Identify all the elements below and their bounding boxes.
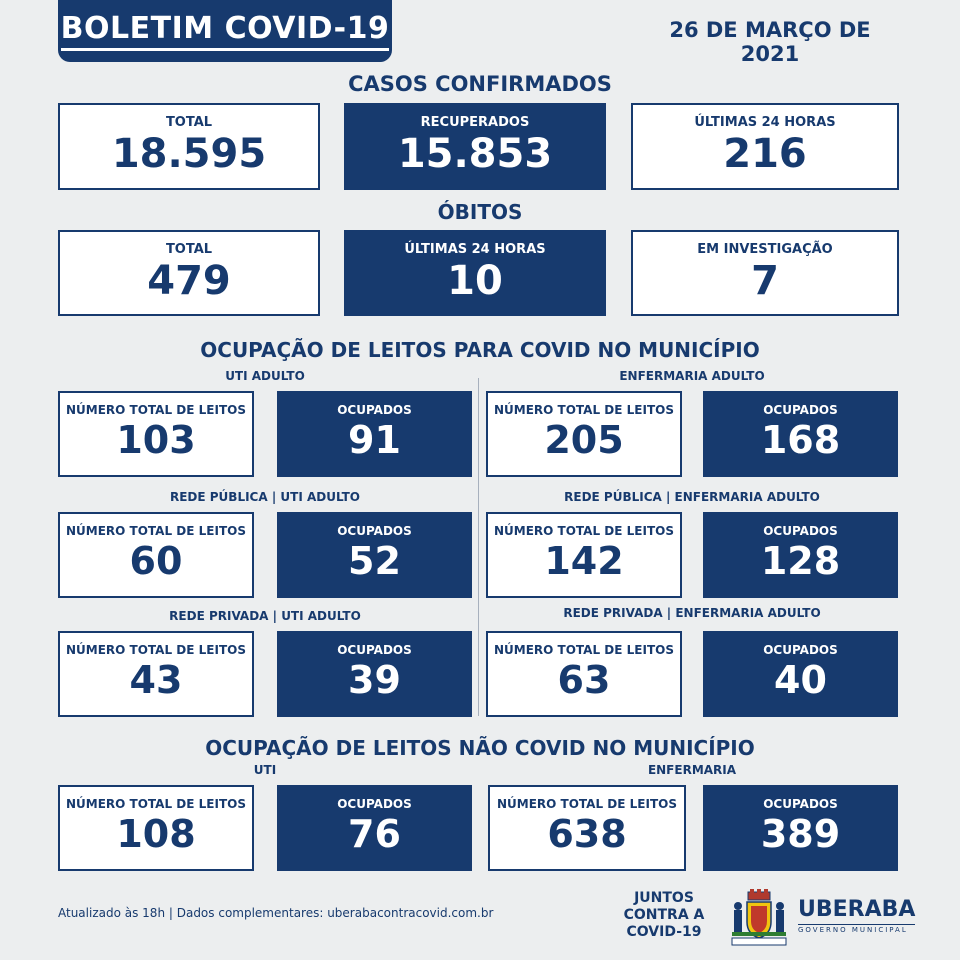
nao-covid-enfermaria-ocupados-card: OCUPADOS 389: [703, 785, 898, 871]
publica-uti-label: REDE PÚBLICA | UTI ADULTO: [169, 490, 360, 504]
juntos-line-3: COVID-19: [626, 924, 702, 940]
nao-covid-section-title: OCUPAÇÃO DE LEITOS NÃO COVID NO MUNICÍPI…: [205, 736, 755, 760]
casos-recuperados-value: 15.853: [397, 131, 553, 177]
casos-total-value: 18.595: [111, 131, 267, 177]
uti-adulto-total-card: NÚMERO TOTAL DE LEITOS 103: [58, 391, 254, 477]
casos-section-title: CASOS CONFIRMADOS: [348, 72, 612, 96]
uti-adulto-ocupados-card: OCUPADOS 91: [277, 391, 472, 477]
enfermaria-adulto-total-card: NÚMERO TOTAL DE LEITOS 205: [486, 391, 682, 477]
enfermaria-adulto-ocupados-label: OCUPADOS: [763, 403, 838, 417]
privada-enfermaria-total-label: NÚMERO TOTAL DE LEITOS: [494, 643, 674, 657]
publica-enfermaria-total-card: NÚMERO TOTAL DE LEITOS 142: [486, 512, 682, 598]
enfermaria-adulto-label: ENFERMARIA ADULTO: [619, 369, 765, 383]
nao-covid-uti-ocupados-card: OCUPADOS 76: [277, 785, 472, 871]
privada-uti-ocupados-label: OCUPADOS: [337, 643, 412, 657]
publica-enfermaria-ocupados-card: OCUPADOS 128: [703, 512, 898, 598]
nao-covid-enfermaria-total-card: NÚMERO TOTAL DE LEITOS 638: [488, 785, 686, 871]
privada-uti-label: REDE PRIVADA | UTI ADULTO: [169, 609, 361, 623]
publica-enfermaria-ocupados-label: OCUPADOS: [763, 524, 838, 538]
city-coat-of-arms-icon: [728, 888, 790, 950]
juntos-line-2: CONTRA A: [623, 907, 705, 923]
publica-enfermaria-label: REDE PÚBLICA | ENFERMARIA ADULTO: [564, 490, 820, 504]
covid-section-title: OCUPAÇÃO DE LEITOS PARA COVID NO MUNICÍP…: [200, 338, 760, 362]
nao-covid-enfermaria-ocupados-value: 389: [760, 812, 841, 856]
publica-uti-total-value: 60: [129, 539, 183, 583]
enfermaria-adulto-ocupados-card: OCUPADOS 168: [703, 391, 898, 477]
obitos-24h-value: 10: [447, 258, 503, 304]
publica-uti-ocupados-label: OCUPADOS: [337, 524, 412, 538]
publica-enfermaria-ocupados-value: 128: [760, 539, 841, 583]
privada-enfermaria-ocupados-value: 40: [774, 658, 827, 702]
publica-enfermaria-total-value: 142: [544, 539, 624, 583]
privada-enfermaria-total-value: 63: [557, 658, 611, 702]
obitos-section-title: ÓBITOS: [437, 200, 523, 224]
privada-enfermaria-label: REDE PRIVADA | ENFERMARIA ADULTO: [563, 606, 821, 620]
casos-total-label: TOTAL: [165, 115, 213, 130]
publica-uti-ocupados-value: 52: [348, 539, 401, 583]
city-name: UBERABA: [798, 897, 916, 922]
obitos-24h-card: ÚLTIMAS 24 HORAS 10: [344, 230, 606, 316]
obitos-total-card: TOTAL 479: [58, 230, 320, 316]
casos-24h-value: 216: [723, 131, 807, 177]
privada-enfermaria-total-card: NÚMERO TOTAL DE LEITOS 63: [486, 631, 682, 717]
uberaba-logo: UBERABA GOVERNO MUNICIPAL: [798, 897, 916, 934]
enfermaria-adulto-total-value: 205: [544, 418, 624, 462]
uti-adulto-ocupados-value: 91: [348, 418, 401, 462]
privada-uti-total-value: 43: [129, 658, 183, 702]
casos-24h-label: ÚLTIMAS 24 HORAS: [694, 115, 836, 130]
casos-24h-card: ÚLTIMAS 24 HORAS 216: [631, 103, 899, 190]
obitos-total-value: 479: [147, 258, 231, 304]
enfermaria-adulto-ocupados-value: 168: [760, 418, 841, 462]
nao-covid-uti-ocupados-label: OCUPADOS: [337, 797, 412, 811]
footer-update-text: Atualizado às 18h | Dados complementares…: [58, 906, 494, 920]
enfermaria-adulto-total-label: NÚMERO TOTAL DE LEITOS: [494, 403, 674, 417]
bulletin-title-banner: BOLETIM COVID-19: [58, 0, 392, 62]
publica-enfermaria-total-label: NÚMERO TOTAL DE LEITOS: [494, 524, 674, 538]
publica-uti-ocupados-card: OCUPADOS 52: [277, 512, 472, 598]
uti-adulto-total-value: 103: [116, 418, 196, 462]
city-subtitle: GOVERNO MUNICIPAL: [798, 924, 916, 934]
nao-covid-uti-total-label: NÚMERO TOTAL DE LEITOS: [66, 797, 246, 811]
nao-covid-enfermaria-label: ENFERMARIA: [647, 763, 737, 777]
obitos-total-label: TOTAL: [165, 242, 213, 257]
obitos-investigacao-value: 7: [751, 258, 779, 304]
obitos-investigacao-card: EM INVESTIGAÇÃO 7: [631, 230, 899, 316]
uti-adulto-label: UTI ADULTO: [225, 369, 305, 383]
juntos-line-1: JUNTOS: [634, 890, 694, 906]
nao-covid-enfermaria-total-label: NÚMERO TOTAL DE LEITOS: [497, 797, 677, 811]
nao-covid-uti-total-value: 108: [116, 812, 196, 856]
privada-uti-ocupados-value: 39: [348, 658, 401, 702]
privada-uti-total-card: NÚMERO TOTAL DE LEITOS 43: [58, 631, 254, 717]
privada-uti-total-label: NÚMERO TOTAL DE LEITOS: [66, 643, 246, 657]
column-divider: [478, 378, 479, 716]
nao-covid-uti-total-card: NÚMERO TOTAL DE LEITOS 108: [58, 785, 254, 871]
bulletin-date: 26 DE MARÇO DE 2021: [669, 18, 871, 66]
bulletin-title: BOLETIM COVID-19: [60, 11, 390, 51]
publica-uti-total-card: NÚMERO TOTAL DE LEITOS 60: [58, 512, 254, 598]
nao-covid-enfermaria-ocupados-label: OCUPADOS: [763, 797, 838, 811]
uti-adulto-ocupados-label: OCUPADOS: [337, 403, 412, 417]
uti-adulto-total-label: NÚMERO TOTAL DE LEITOS: [66, 403, 246, 417]
nao-covid-uti-label: UTI: [253, 763, 277, 777]
nao-covid-enfermaria-total-value: 638: [547, 812, 627, 856]
nao-covid-uti-ocupados-value: 76: [348, 812, 401, 856]
privada-enfermaria-ocupados-card: OCUPADOS 40: [703, 631, 898, 717]
casos-recuperados-label: RECUPERADOS: [420, 115, 530, 130]
casos-recuperados-card: RECUPERADOS 15.853: [344, 103, 606, 190]
privada-uti-ocupados-card: OCUPADOS 39: [277, 631, 472, 717]
juntos-contra-covid-logo: JUNTOS CONTRA A COVID-19: [614, 890, 714, 941]
privada-enfermaria-ocupados-label: OCUPADOS: [763, 643, 838, 657]
obitos-investigacao-label: EM INVESTIGAÇÃO: [697, 242, 833, 257]
casos-total-card: TOTAL 18.595: [58, 103, 320, 190]
publica-uti-total-label: NÚMERO TOTAL DE LEITOS: [66, 524, 246, 538]
obitos-24h-label: ÚLTIMAS 24 HORAS: [404, 242, 546, 257]
